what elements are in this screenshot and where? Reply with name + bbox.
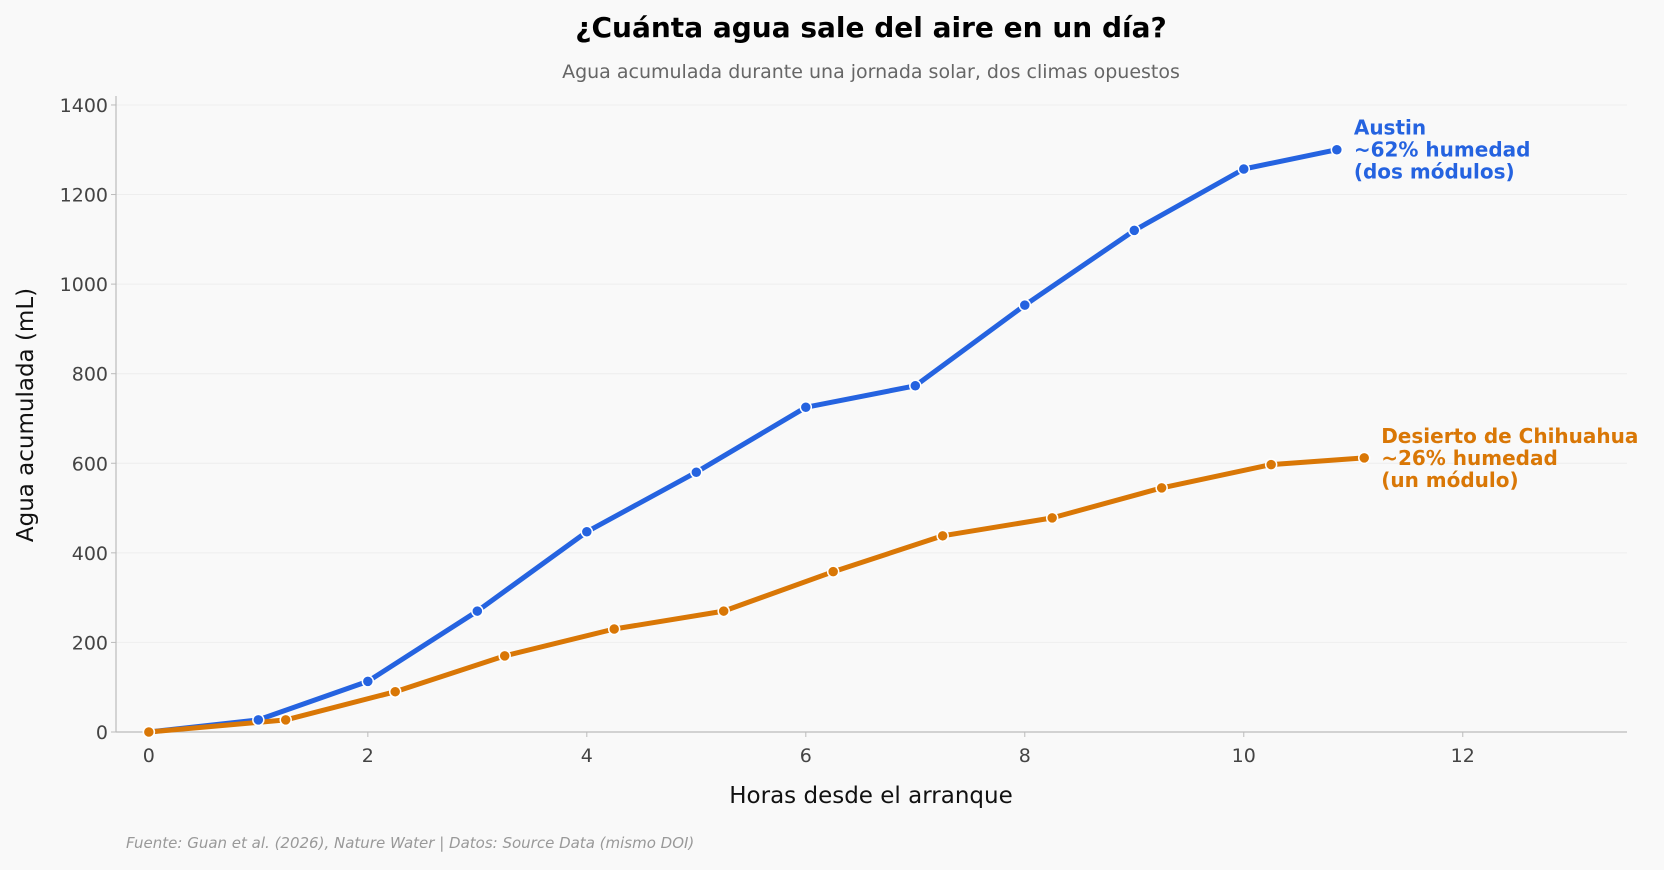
data-point-austin [252, 713, 265, 727]
series-label-line: (dos módulos) [1354, 160, 1515, 184]
y-tick-label: 400 [72, 543, 108, 565]
y-tick-label: 1000 [60, 274, 108, 296]
series-line-austin [146, 147, 1340, 735]
data-point-chihuahua [388, 685, 402, 698]
series-label-austin: Austin ~62% humedad (dos módulos) [1354, 116, 1531, 184]
data-point-austin [690, 465, 703, 479]
y-tick-label: 1200 [60, 185, 108, 207]
series-label-line: ~26% humedad [1381, 446, 1558, 470]
data-point-austin [580, 525, 594, 539]
axes [115, 96, 1627, 733]
tick-labels: 0 200 400 600 800 1000 1200 1400 0 2 4 6 8 10 12 [60, 95, 1475, 767]
data-point-austin [909, 379, 922, 393]
x-axis-label: Horas desde el arranque [729, 783, 1012, 809]
data-point-chihuahua [498, 649, 511, 663]
data-point-chihuahua [1264, 458, 1278, 471]
data-point-chihuahua [936, 529, 949, 543]
series-label-chihuahua: Desierto de Chihuahua ~26% humedad (un mód… [1381, 424, 1638, 492]
grid-lines [116, 104, 1627, 643]
x-tick-label: 4 [581, 745, 593, 767]
x-tick-label: 8 [1019, 745, 1031, 767]
series-line-chihuahua [146, 455, 1367, 735]
y-tick-label: 1400 [60, 95, 108, 117]
data-point-chihuahua [607, 622, 621, 636]
data-point-austin [1330, 143, 1344, 156]
data-points [142, 143, 1371, 739]
x-tick-label: 12 [1451, 745, 1475, 767]
y-tick-label: 200 [72, 632, 108, 654]
x-tick-label: 2 [362, 745, 374, 767]
data-point-chihuahua [717, 604, 730, 618]
series-label-line: ~62% humedad [1354, 138, 1531, 162]
y-tick-label: 600 [72, 453, 108, 475]
data-point-austin [1128, 224, 1141, 237]
chart-subtitle: Agua acumulada durante una jornada solar… [562, 61, 1180, 83]
series-label-line: Austin [1354, 116, 1426, 140]
series-lines [146, 147, 1367, 735]
x-tick-label: 6 [800, 745, 812, 767]
series-labels: Austin ~62% humedad (dos módulos) Desierto … [1354, 116, 1639, 492]
series-label-line: (un módulo) [1381, 468, 1518, 492]
y-tick-label: 800 [72, 364, 108, 386]
data-point-chihuahua [826, 565, 840, 578]
y-tick-label: 0 [96, 722, 108, 744]
y-axis-label: Agua acumulada (mL) [13, 288, 39, 542]
data-point-austin [799, 401, 813, 414]
data-point-chihuahua [142, 725, 156, 739]
data-point-austin [1237, 162, 1251, 176]
data-point-chihuahua [1045, 511, 1059, 525]
data-point-austin [361, 675, 375, 688]
source-note: Fuente: Guan et al. (2026), Nature Water… [126, 834, 694, 852]
series-label-line: Desierto de Chihuahua [1381, 424, 1638, 448]
data-point-chihuahua [1155, 481, 1168, 495]
data-point-chihuahua [1357, 451, 1371, 465]
chart-title: ¿Cuánta agua sale del aire en un día? [575, 11, 1166, 44]
data-point-austin [1018, 298, 1032, 312]
data-point-chihuahua [279, 713, 292, 727]
data-point-austin [471, 604, 484, 618]
x-tick-label: 10 [1232, 745, 1256, 767]
x-tick-label: 0 [143, 745, 155, 767]
